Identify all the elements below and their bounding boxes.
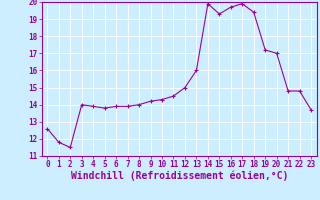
X-axis label: Windchill (Refroidissement éolien,°C): Windchill (Refroidissement éolien,°C) — [70, 171, 288, 181]
